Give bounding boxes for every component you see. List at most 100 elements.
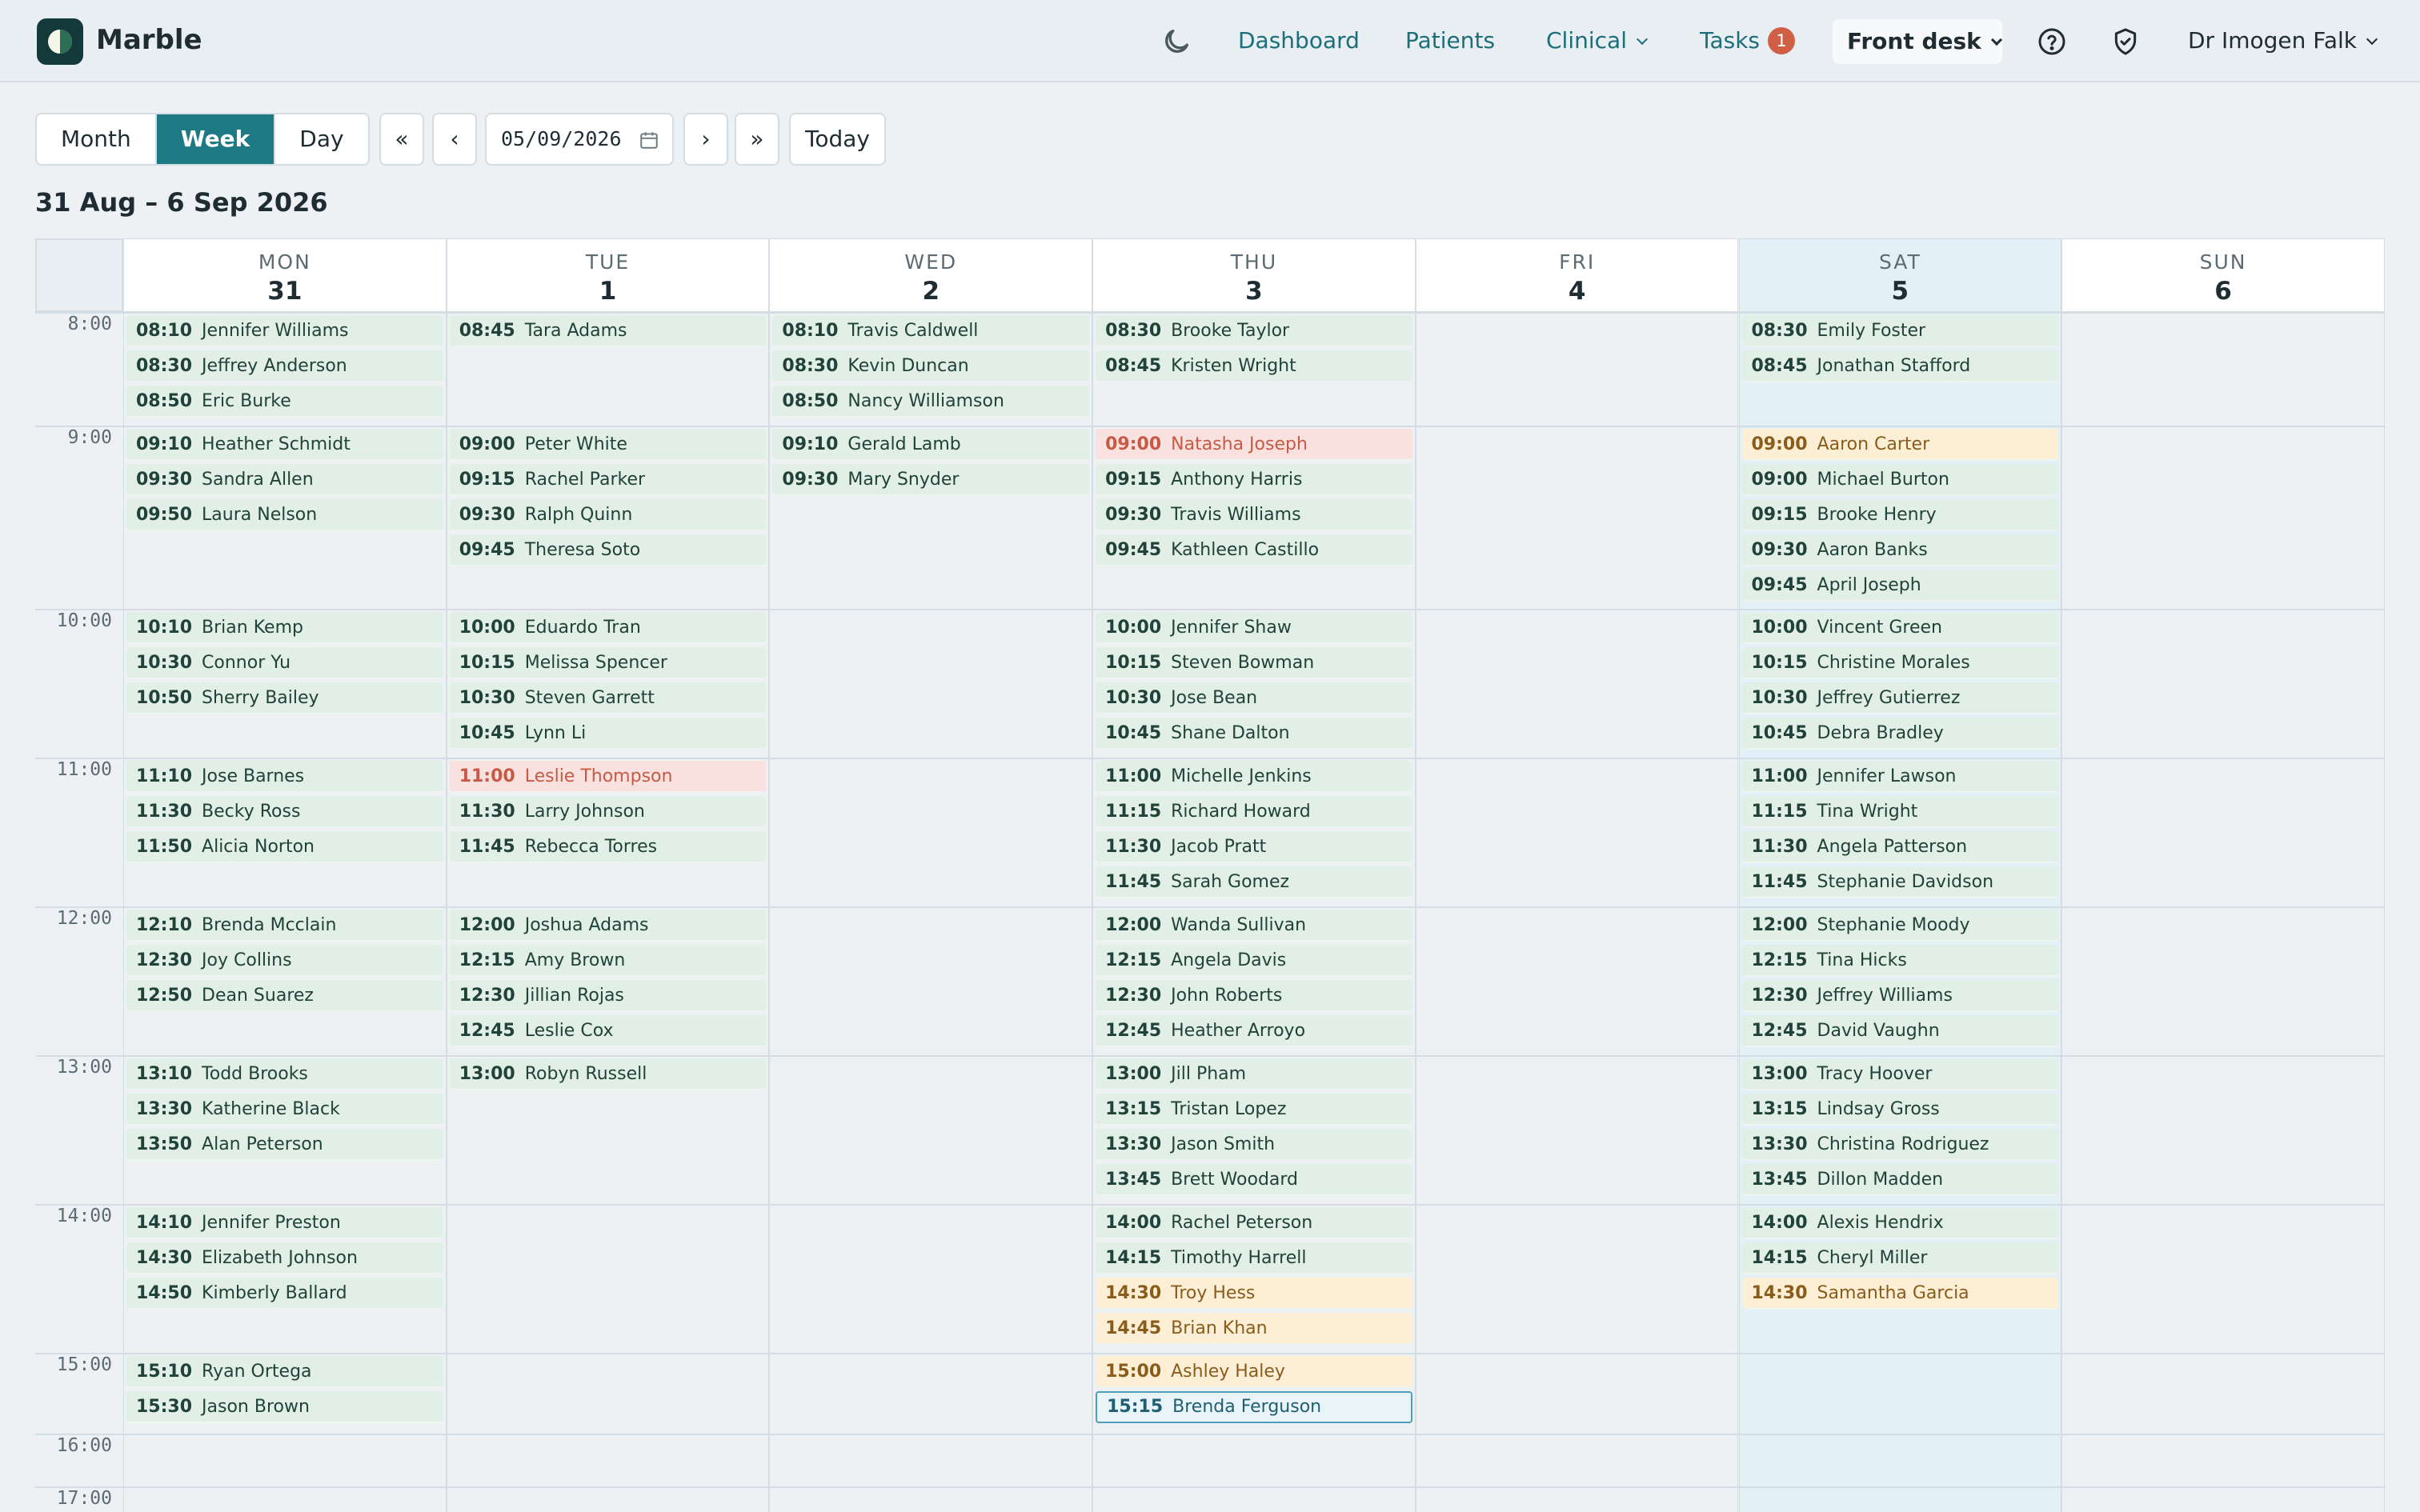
next-week-button[interactable]: › [683, 113, 728, 166]
appointment-block[interactable]: 09:45 April Joseph [1741, 570, 2059, 602]
appointment-block[interactable]: 14:00 Alexis Hendrix [1741, 1207, 2059, 1239]
appointment-block[interactable]: 13:30 Katherine Black [126, 1094, 443, 1126]
appointment-block[interactable]: 12:45 Leslie Cox [449, 1015, 767, 1047]
front-desk-dropdown[interactable]: Front desk [1833, 19, 2002, 64]
appointment-block[interactable]: 14:00 Rachel Peterson [1096, 1207, 1412, 1239]
appointment-block[interactable]: 12:00 Joshua Adams [449, 910, 767, 942]
appointment-block[interactable]: 08:30 Jeffrey Anderson [126, 350, 443, 382]
appointment-block[interactable]: 15:00 Ashley Haley [1096, 1356, 1412, 1388]
date-picker[interactable] [485, 113, 674, 166]
appointment-block[interactable]: 13:30 Jason Smith [1096, 1129, 1412, 1161]
appointment-block[interactable]: 10:30 Jose Bean [1096, 682, 1412, 714]
appointment-block[interactable]: 09:15 Rachel Parker [449, 464, 767, 496]
nav-dashboard[interactable]: Dashboard [1238, 27, 1360, 54]
appointment-block[interactable]: 08:50 Nancy Williamson [772, 386, 1090, 418]
moon-icon[interactable] [1160, 26, 1192, 58]
appointment-block[interactable]: 12:10 Brenda Mcclain [126, 910, 443, 942]
appointment-block[interactable]: 11:50 Alicia Norton [126, 831, 443, 863]
appointment-block[interactable]: 11:00 Jennifer Lawson [1741, 761, 2059, 793]
day-column-fri[interactable] [1415, 312, 1739, 1512]
appointment-block[interactable]: 11:10 Jose Barnes [126, 761, 443, 793]
appointment-block[interactable]: 08:30 Brooke Taylor [1096, 315, 1412, 347]
appointment-block[interactable]: 08:10 Jennifer Williams [126, 315, 443, 347]
appointment-block[interactable]: 14:15 Timothy Harrell [1096, 1242, 1412, 1274]
day-header-tue[interactable]: TUE 1 [446, 238, 770, 312]
nav-clinical[interactable]: Clinical [1546, 27, 1649, 54]
appointment-block[interactable]: 15:10 Ryan Ortega [126, 1356, 443, 1388]
nav-tasks[interactable]: Tasks 1 [1700, 27, 1796, 54]
appointment-block[interactable]: 11:45 Rebecca Torres [449, 831, 767, 863]
appointment-block[interactable]: 12:30 Joy Collins [126, 945, 443, 977]
appointment-block[interactable]: 12:00 Stephanie Moody [1741, 910, 2059, 942]
appointment-block[interactable]: 14:30 Samantha Garcia [1741, 1278, 2059, 1310]
first-week-button[interactable]: « [379, 113, 424, 166]
appointment-block[interactable]: 12:30 Jeffrey Williams [1741, 980, 2059, 1012]
appointment-block[interactable]: 11:30 Larry Johnson [449, 796, 767, 828]
appointment-block[interactable]: 12:00 Wanda Sullivan [1096, 910, 1412, 942]
view-month-button[interactable]: Month [37, 114, 157, 164]
appointment-block[interactable]: 11:30 Becky Ross [126, 796, 443, 828]
appointment-block[interactable]: 13:00 Tracy Hoover [1741, 1058, 2059, 1090]
appointment-block[interactable]: 10:15 Christine Morales [1741, 647, 2059, 679]
appointment-block[interactable]: 09:30 Mary Snyder [772, 464, 1090, 496]
day-header-thu[interactable]: THU 3 [1092, 238, 1416, 312]
appointment-block[interactable]: 09:45 Kathleen Castillo [1096, 534, 1412, 566]
appointment-block[interactable]: 09:30 Ralph Quinn [449, 499, 767, 531]
day-column-sun[interactable] [2061, 312, 2385, 1512]
appointment-block[interactable]: 09:00 Aaron Carter [1741, 429, 2059, 461]
appointment-block[interactable]: 15:30 Jason Brown [126, 1391, 443, 1423]
appointment-block[interactable]: 13:50 Alan Peterson [126, 1129, 443, 1161]
day-column-wed[interactable] [769, 312, 1093, 1512]
appointment-block[interactable]: 08:45 Jonathan Stafford [1741, 350, 2059, 382]
appointment-block[interactable]: 11:15 Richard Howard [1096, 796, 1412, 828]
appointment-block[interactable]: 13:10 Todd Brooks [126, 1058, 443, 1090]
app-name[interactable]: Marble [96, 24, 202, 56]
appointment-block[interactable]: 13:15 Tristan Lopez [1096, 1094, 1412, 1126]
appointment-block[interactable]: 10:00 Eduardo Tran [449, 612, 767, 644]
today-button[interactable]: Today [789, 113, 886, 166]
appointment-block[interactable]: 10:45 Shane Dalton [1096, 718, 1412, 750]
appointment-block[interactable]: 09:00 Peter White [449, 429, 767, 461]
appointment-block[interactable]: 14:30 Elizabeth Johnson [126, 1242, 443, 1274]
appointment-block[interactable]: 09:45 Theresa Soto [449, 534, 767, 566]
day-header-wed[interactable]: WED 2 [769, 238, 1093, 312]
appointment-block[interactable]: 10:45 Debra Bradley [1741, 718, 2059, 750]
appointment-block[interactable]: 14:50 Kimberly Ballard [126, 1278, 443, 1310]
appointment-block[interactable]: 09:10 Heather Schmidt [126, 429, 443, 461]
appointment-block[interactable]: 10:30 Steven Garrett [449, 682, 767, 714]
appointment-block[interactable]: 09:00 Natasha Joseph [1096, 429, 1412, 461]
appointment-block[interactable]: 09:30 Aaron Banks [1741, 534, 2059, 566]
appointment-block[interactable]: 12:15 Amy Brown [449, 945, 767, 977]
appointment-block[interactable]: 15:15 Brenda Ferguson [1096, 1391, 1412, 1423]
appointment-block[interactable]: 09:30 Sandra Allen [126, 464, 443, 496]
appointment-block[interactable]: 08:30 Emily Foster [1741, 315, 2059, 347]
appointment-block[interactable]: 08:45 Kristen Wright [1096, 350, 1412, 382]
appointment-block[interactable]: 10:10 Brian Kemp [126, 612, 443, 644]
marble-logo-icon[interactable] [37, 18, 83, 65]
appointment-block[interactable]: 09:15 Brooke Henry [1741, 499, 2059, 531]
appointment-block[interactable]: 11:30 Angela Patterson [1741, 831, 2059, 863]
appointment-block[interactable]: 11:00 Michelle Jenkins [1096, 761, 1412, 793]
appointment-block[interactable]: 12:45 David Vaughn [1741, 1015, 2059, 1047]
help-circle-icon[interactable] [2036, 26, 2068, 58]
day-header-sun[interactable]: SUN 6 [2061, 238, 2385, 312]
appointment-block[interactable]: 09:10 Gerald Lamb [772, 429, 1090, 461]
appointment-block[interactable]: 10:50 Sherry Bailey [126, 682, 443, 714]
appointment-block[interactable]: 10:15 Steven Bowman [1096, 647, 1412, 679]
appointment-block[interactable]: 13:30 Christina Rodriguez [1741, 1129, 2059, 1161]
appointment-block[interactable]: 12:30 Jillian Rojas [449, 980, 767, 1012]
appointment-block[interactable]: 12:50 Dean Suarez [126, 980, 443, 1012]
appointment-block[interactable]: 08:45 Tara Adams [449, 315, 767, 347]
appointment-block[interactable]: 13:45 Dillon Madden [1741, 1164, 2059, 1196]
appointment-block[interactable]: 10:30 Jeffrey Gutierrez [1741, 682, 2059, 714]
appointment-block[interactable]: 10:00 Vincent Green [1741, 612, 2059, 644]
appointment-block[interactable]: 13:00 Robyn Russell [449, 1058, 767, 1090]
appointment-block[interactable]: 10:30 Connor Yu [126, 647, 443, 679]
appointment-block[interactable]: 08:50 Eric Burke [126, 386, 443, 418]
appointment-block[interactable]: 10:45 Lynn Li [449, 718, 767, 750]
last-week-button[interactable]: » [735, 113, 779, 166]
user-menu[interactable]: Dr Imogen Falk [2188, 27, 2378, 54]
appointment-block[interactable]: 12:45 Heather Arroyo [1096, 1015, 1412, 1047]
date-input[interactable] [501, 127, 637, 150]
view-day-button[interactable]: Day [299, 126, 344, 152]
